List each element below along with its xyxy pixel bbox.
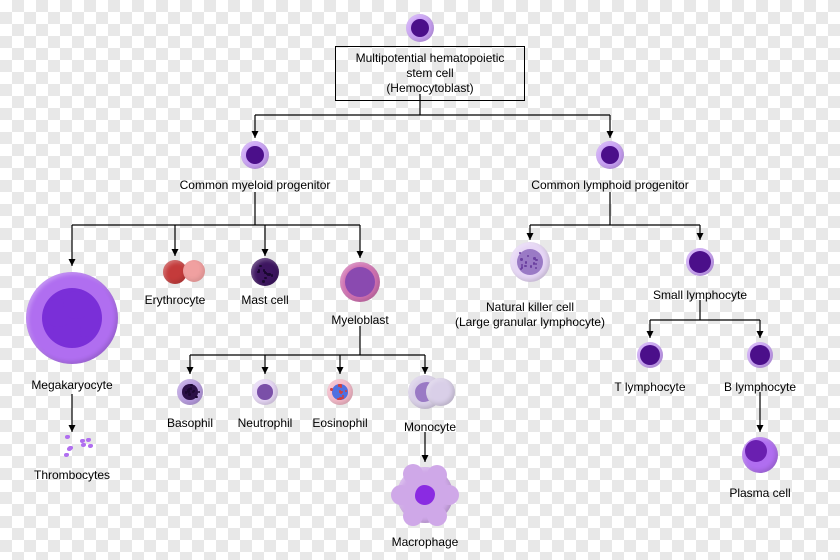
label-b_lymph: B lymphocyte [660,380,840,395]
label-mast: Mast cell [165,293,365,308]
label-macrophage: Macrophage [325,535,525,550]
label-lymphoid_prog: Common lymphoid progenitor [510,178,710,193]
label-monocyte: Monocyte [330,420,530,435]
label-plasma: Plasma cell [660,486,840,501]
label-hemocytoblast: Multipotential hematopoieticstem cell(He… [335,46,525,101]
cell-monocyte [426,378,455,407]
label-small_lymph: Small lymphocyte [600,288,800,303]
label-thrombocytes: Thrombocytes [0,468,172,483]
label-megakaryocyte: Megakaryocyte [0,378,172,393]
label-myeloid_prog: Common myeloid progenitor [155,178,355,193]
label-nk: Natural killer cell(Large granular lymph… [430,300,630,330]
